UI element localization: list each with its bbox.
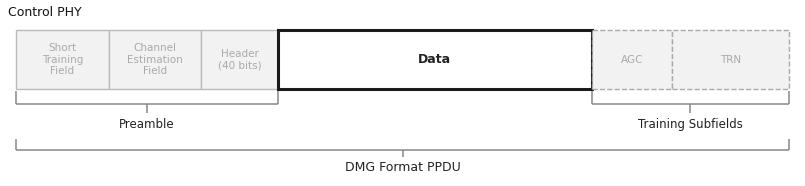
Text: Short
Training
Field: Short Training Field: [42, 43, 83, 76]
Bar: [278, 30, 592, 89]
Text: Control PHY: Control PHY: [8, 6, 81, 19]
Bar: [16, 30, 109, 89]
Text: Training Subfields: Training Subfields: [638, 118, 743, 131]
Text: Header
(40 bits): Header (40 bits): [217, 49, 262, 70]
Bar: [201, 30, 278, 89]
Text: Preamble: Preamble: [119, 118, 175, 131]
Bar: [592, 30, 672, 89]
Text: Channel
Estimation
Field: Channel Estimation Field: [127, 43, 183, 76]
Bar: [109, 30, 201, 89]
Text: TRN: TRN: [720, 54, 741, 65]
Text: DMG Format PPDU: DMG Format PPDU: [345, 161, 460, 174]
Text: Data: Data: [418, 53, 452, 66]
Bar: [672, 30, 789, 89]
Text: AGC: AGC: [621, 54, 643, 65]
